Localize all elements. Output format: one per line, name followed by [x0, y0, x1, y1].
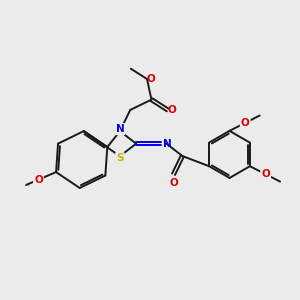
- Text: O: O: [34, 175, 43, 184]
- Text: O: O: [169, 178, 178, 188]
- Text: S: S: [116, 153, 124, 163]
- Text: O: O: [241, 118, 250, 128]
- Text: O: O: [167, 105, 176, 115]
- Text: N: N: [116, 124, 124, 134]
- Text: methoxy: methoxy: [24, 184, 31, 186]
- Text: O: O: [261, 169, 270, 179]
- Text: N: N: [163, 139, 172, 149]
- Text: O: O: [146, 74, 155, 84]
